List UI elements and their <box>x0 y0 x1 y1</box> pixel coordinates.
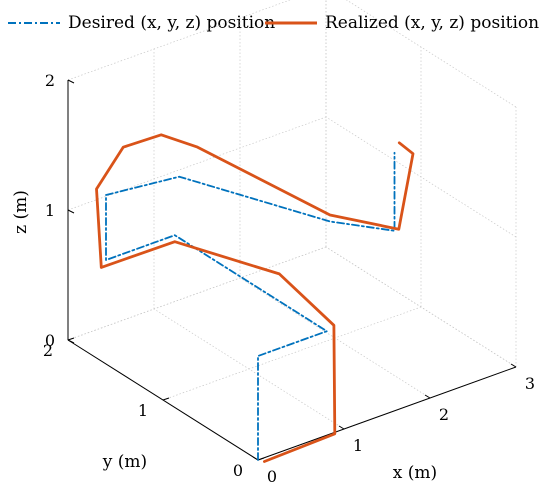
y-tick <box>257 457 265 461</box>
x-tick-label: 2 <box>439 405 449 424</box>
axes <box>67 79 517 461</box>
legend-item-desired: Desired (x, y, z) position <box>6 8 275 38</box>
grid-line <box>67 0 291 81</box>
z-tick-label: 2 <box>45 71 55 90</box>
series-desired-line <box>105 151 396 461</box>
legend-swatch-realized <box>265 21 317 25</box>
y-tick <box>162 397 170 401</box>
grid-line <box>345 0 517 108</box>
y-axis-label: y (m) <box>102 452 147 472</box>
y-tick-label: 1 <box>138 401 148 420</box>
z-axis-label: z (m) <box>11 190 31 234</box>
grid-line <box>67 116 327 211</box>
x-tick <box>338 425 345 430</box>
series-layer <box>95 133 415 463</box>
grid-line <box>325 246 517 368</box>
y-tick <box>67 337 75 341</box>
z-tick-label: 0 <box>45 331 55 350</box>
z-tick-label: 1 <box>45 201 55 220</box>
grid-line <box>325 116 517 238</box>
x-axis-label: x (m) <box>393 463 437 483</box>
x-axis <box>257 366 517 461</box>
y-tick-label: 2 <box>43 341 53 360</box>
x-tick <box>424 394 431 399</box>
z-tick <box>67 79 75 84</box>
x-tick-label: 3 <box>525 374 535 393</box>
x-tick <box>510 363 517 368</box>
legend: Desired (x, y, z) position Realized (x, … <box>0 8 550 38</box>
z-tick <box>67 209 75 214</box>
grid-line <box>162 306 422 401</box>
legend-label-realized: Realized (x, y, z) position <box>325 13 540 33</box>
legend-swatch-desired <box>8 22 60 24</box>
legend-item-realized: Realized (x, y, z) position <box>263 8 539 38</box>
legend-label-desired: Desired (x, y, z) position <box>68 13 276 33</box>
grid-line <box>67 246 327 341</box>
z-tick <box>67 339 75 344</box>
y-tick-label: 0 <box>233 461 243 480</box>
x-tick-label: 1 <box>353 436 363 455</box>
series-realized-line <box>95 133 415 463</box>
x-tick-label: 0 <box>267 467 277 486</box>
